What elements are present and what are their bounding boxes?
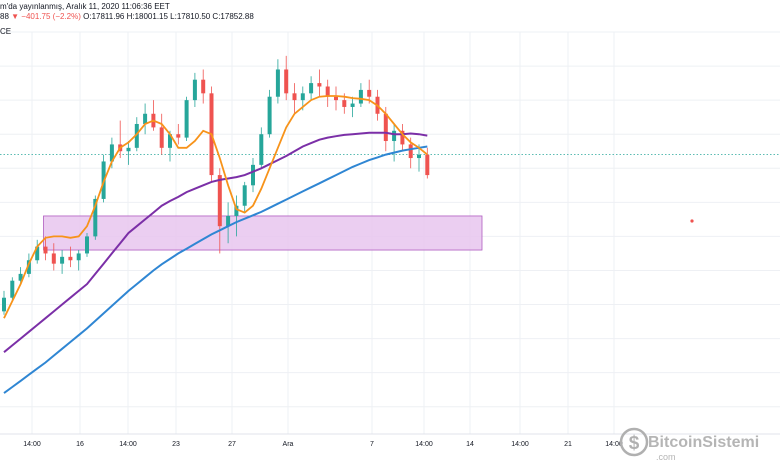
price-marker-dot <box>690 219 694 223</box>
candle-body <box>51 253 56 264</box>
x-tick-label: 14:00 <box>23 441 41 448</box>
candle-body <box>251 164 255 186</box>
candle-body <box>35 246 40 261</box>
chart-header-publish-line: m'da yayınlanmış, Aralık 11, 2020 11:06:… <box>0 2 170 11</box>
logo-suffix: .com <box>656 452 676 462</box>
candle-body <box>334 96 338 101</box>
x-tick-label: 14 <box>466 441 474 448</box>
candle-body <box>226 215 231 227</box>
candle-body <box>26 260 31 274</box>
price-change: −401.75 (−2.2%) <box>21 12 81 21</box>
candle-body <box>85 236 89 254</box>
candle-body <box>292 93 297 101</box>
candle-body <box>425 154 430 176</box>
candle-body <box>176 134 181 138</box>
candle-body <box>168 134 172 148</box>
candlesticks <box>2 55 430 315</box>
candle-body <box>93 198 98 237</box>
candle-body <box>267 96 272 135</box>
candle-body <box>309 83 314 94</box>
chart-header-symbol-fragment: CE <box>0 27 12 36</box>
candle-body <box>234 205 239 216</box>
candle-body <box>408 144 413 159</box>
x-tick-label: 14:00 <box>605 441 623 448</box>
x-tick-label: 7 <box>370 441 374 448</box>
down-arrow-icon: ▼ <box>11 12 20 21</box>
candle-body <box>134 123 139 148</box>
candle-body <box>417 154 421 159</box>
support-zone <box>43 215 483 251</box>
candle-body <box>284 69 289 94</box>
candle-body <box>383 113 388 142</box>
candle-body <box>259 134 264 165</box>
svg-text:$: $ <box>629 433 640 454</box>
candle-body <box>300 93 305 101</box>
candle-body <box>217 175 222 227</box>
x-tick-label: 21 <box>564 441 572 448</box>
x-tick-label: Ara <box>283 441 294 448</box>
candle-body <box>275 69 280 97</box>
candle-body <box>192 79 197 101</box>
candle-body <box>367 89 372 97</box>
candle-body <box>76 253 81 261</box>
candle-body <box>400 130 405 145</box>
candle-body <box>201 79 206 94</box>
bitcoinsistemi-logo: $ BitcoinSistemi .com <box>619 427 759 462</box>
x-tick-label: 23 <box>172 441 180 448</box>
candle-body <box>342 100 347 107</box>
candle-body <box>159 127 164 148</box>
close-fragment: 88 <box>0 12 9 21</box>
moving-average-fast <box>3 95 428 319</box>
x-tick-label: 16 <box>76 441 84 448</box>
candle-body <box>358 89 363 104</box>
candle-body <box>18 273 23 281</box>
chart-header-ohlc: 88 ▼ −401.75 (−2.2%) O:17811.96 H:18001.… <box>0 12 254 21</box>
candle-body <box>126 147 131 152</box>
x-tick-label: 14:00 <box>119 441 137 448</box>
x-axis-labels: 14:00 16 14:00 23 27 Ara 7 14:00 14 14:00 21 14:00 <box>23 441 623 448</box>
x-tick-label: 27 <box>228 441 236 448</box>
logo-text: BitcoinSistemi <box>648 434 759 451</box>
moving-average-slow <box>3 145 428 394</box>
candle-body <box>350 103 355 107</box>
candle-body <box>242 185 247 206</box>
candle-body <box>143 113 148 124</box>
moving-average-mid <box>3 131 428 353</box>
candle-body <box>317 83 322 87</box>
bitcoin-coin-icon: $ <box>619 427 649 457</box>
x-tick-label: 14:00 <box>511 441 529 448</box>
candle-body <box>68 256 73 261</box>
candle-body <box>60 256 65 264</box>
candle-body <box>109 144 114 162</box>
ohlc-values: O:17811.96 H:18001.15 L:17810.50 C:17852… <box>83 12 254 21</box>
x-tick-label: 14:00 <box>415 441 433 448</box>
candle-body <box>10 280 15 298</box>
candle-body <box>184 100 189 138</box>
candle-body <box>325 86 330 97</box>
candle-body <box>392 130 397 142</box>
candle-body <box>43 246 48 254</box>
candle-body <box>2 297 6 312</box>
